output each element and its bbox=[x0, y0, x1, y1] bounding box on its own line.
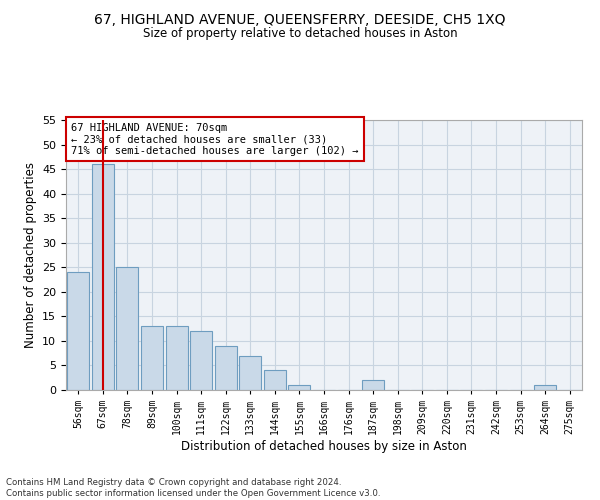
Text: 67 HIGHLAND AVENUE: 70sqm
← 23% of detached houses are smaller (33)
71% of semi-: 67 HIGHLAND AVENUE: 70sqm ← 23% of detac… bbox=[71, 122, 359, 156]
Bar bbox=[166, 326, 188, 390]
Bar bbox=[362, 380, 384, 390]
Bar bbox=[116, 268, 139, 390]
Bar bbox=[289, 385, 310, 390]
Text: Contains HM Land Registry data © Crown copyright and database right 2024.
Contai: Contains HM Land Registry data © Crown c… bbox=[6, 478, 380, 498]
Text: Size of property relative to detached houses in Aston: Size of property relative to detached ho… bbox=[143, 28, 457, 40]
Bar bbox=[141, 326, 163, 390]
Bar bbox=[239, 356, 262, 390]
Bar bbox=[92, 164, 114, 390]
Y-axis label: Number of detached properties: Number of detached properties bbox=[23, 162, 37, 348]
Bar bbox=[190, 331, 212, 390]
Bar bbox=[534, 385, 556, 390]
Bar bbox=[67, 272, 89, 390]
Text: 67, HIGHLAND AVENUE, QUEENSFERRY, DEESIDE, CH5 1XQ: 67, HIGHLAND AVENUE, QUEENSFERRY, DEESID… bbox=[94, 12, 506, 26]
Bar bbox=[215, 346, 237, 390]
Bar bbox=[264, 370, 286, 390]
X-axis label: Distribution of detached houses by size in Aston: Distribution of detached houses by size … bbox=[181, 440, 467, 453]
